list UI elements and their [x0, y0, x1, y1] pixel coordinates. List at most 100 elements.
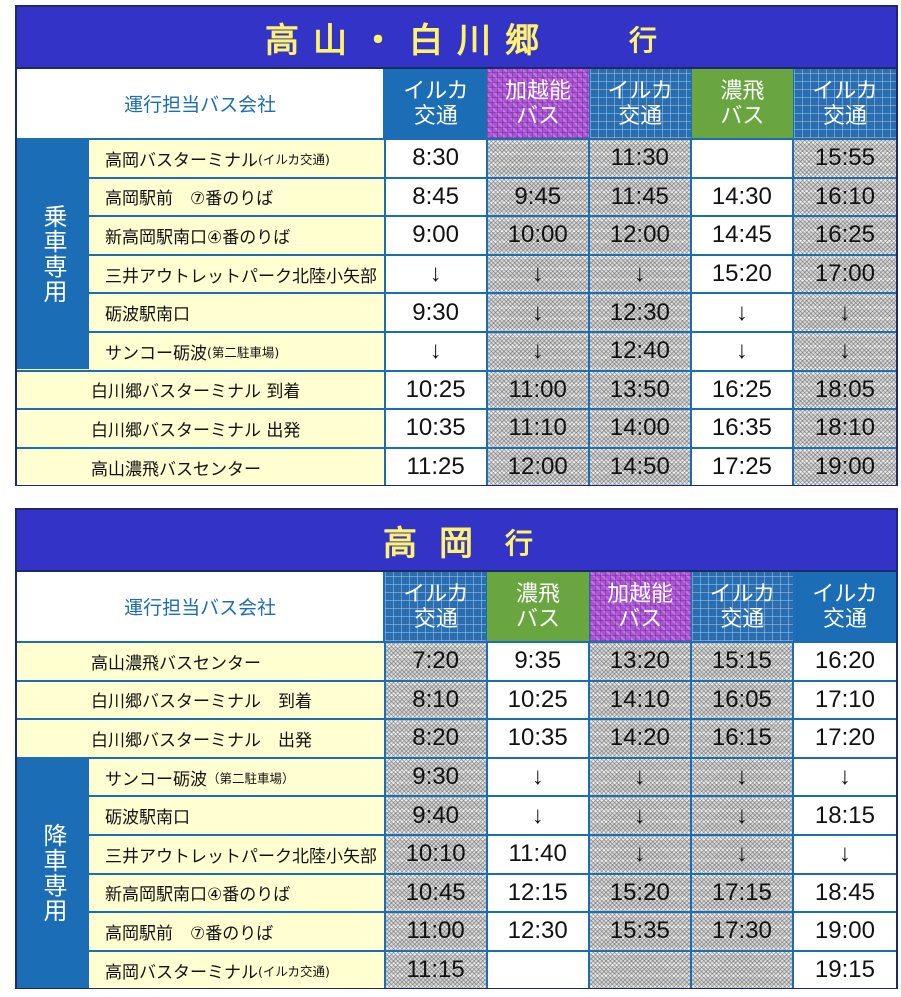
departure-time-cell: 14:50	[589, 448, 692, 486]
departure-time-cell: 13:20	[589, 643, 692, 680]
departure-time-cell: 16:10	[793, 178, 896, 216]
departure-time-cell: 9:40	[385, 797, 488, 834]
table-row: 高山濃飛バスセンター 11:25 12:00 14:50 17:25 19:00	[17, 446, 896, 486]
stop-name-text: 白川郷バスターミナル 到着	[91, 382, 301, 403]
table-row: 高岡バスターミナル (イルカ交通) 11:15 19:15	[17, 949, 896, 989]
departure-time-cell: ↓	[385, 332, 488, 370]
departure-time-cell: ↓	[691, 758, 794, 796]
departure-time-cell: 15:20	[691, 255, 794, 293]
table-row: 高山濃飛バスセンター 7:20 9:35 13:20 15:15 16:20	[17, 641, 896, 680]
departure-time-cell: 11:00	[385, 913, 488, 950]
departure-time-cell: 10:10	[385, 835, 488, 873]
title-destination: 高山・白川郷	[265, 21, 553, 61]
table-row: 砺波駅南口 9:30 ↓ 12:30 ↓ ↓	[17, 292, 896, 331]
stop-name-text: 白川郷バスターミナル 出発	[91, 730, 312, 751]
table-row: 新高岡駅南口④番のりば 10:45 12:15 15:20 17:15 18:45	[17, 872, 896, 912]
departure-time-cell: 17:10	[793, 681, 896, 719]
departure-time-cell: 16:25	[691, 371, 794, 409]
departure-time-cell	[691, 951, 794, 989]
timetable-rows: 乗車専用 高岡バスターミナル (イルカ交通) 8:30 11:30 15:55 高岡駅前 …	[17, 138, 896, 486]
stop-name: 白川郷バスターミナル 到着	[17, 681, 386, 719]
operator-header-row: 運行担当バス会社 イルカ 交通 濃飛 バス 加越能 バス イルカ 交通 イルカ …	[17, 572, 897, 641]
departure-time-cell: 11:40	[487, 835, 590, 873]
departure-time-cell: 19:00	[793, 913, 896, 950]
table-row: 高岡駅前 ⑦番のりば 8:45 9:45 11:45 14:30 16:10	[17, 176, 896, 216]
table-row: サンコー砺波 (第二駐車場) ↓ ↓ 12:40 ↓ ↓	[17, 330, 896, 370]
stop-name-text: 砺波駅南口	[105, 808, 190, 829]
departure-time-cell: 10:25	[385, 371, 488, 409]
stop-note: (イルカ交通)	[258, 963, 330, 979]
stop-name-text: 三井アウトレットパーク北陸小矢部	[105, 846, 377, 867]
stop-name-text: サンコー砺波	[105, 769, 207, 790]
departure-time-cell: ↓	[589, 255, 692, 293]
departure-time-cell: 9:35	[487, 643, 590, 680]
stop-name-text: 高岡バスターミナル	[105, 962, 258, 983]
departure-time-cell: 10:25	[487, 681, 590, 719]
departure-time-cell: ↓	[793, 294, 896, 331]
departure-time-cell: ↓	[691, 294, 794, 331]
departure-time-cell: ↓	[793, 835, 896, 873]
departure-time-cell: ↓	[589, 797, 692, 834]
departure-time-cell: 8:45	[385, 178, 488, 216]
stop-name-text: 高山濃飛バスセンター	[91, 459, 261, 480]
departure-time-cell: ↓	[487, 332, 590, 370]
departure-time-cell: ↓	[385, 255, 488, 293]
stop-name: 白川郷バスターミナル 出発	[17, 410, 386, 447]
departure-time-cell: 14:00	[589, 410, 692, 447]
departure-time-cell: 9:00	[385, 217, 488, 254]
operator-column-2: 加越能 バス	[487, 69, 590, 138]
table-row: 三井アウトレットパーク北陸小矢部 10:10 11:40 ↓ ↓ ↓	[17, 833, 896, 873]
stop-name-text: 三井アウトレットパーク北陸小矢部	[105, 266, 377, 287]
departure-time-cell: 17:00	[793, 255, 896, 293]
departure-time-cell: 15:20	[589, 874, 692, 912]
stop-name-text: 砺波駅南口	[105, 305, 190, 326]
departure-time-cell: 11:00	[487, 371, 590, 409]
departure-time-cell: ↓	[487, 758, 590, 796]
departure-time-cell: ↓	[589, 758, 692, 796]
departure-time-cell: 15:35	[589, 913, 692, 950]
departure-time-cell: ↓	[487, 255, 590, 293]
departure-time-cell: 12:00	[589, 217, 692, 254]
departure-time-cell: 11:25	[385, 448, 488, 486]
title-suffix: 行	[505, 527, 534, 560]
stop-name: 高山濃飛バスセンター	[17, 643, 386, 680]
table-title: 高山・白川郷 行	[17, 7, 896, 69]
departure-time-cell: 13:50	[589, 371, 692, 409]
table-row: 白川郷バスターミナル 出発 8:20 10:35 14:20 16:15 17:20	[17, 718, 896, 757]
departure-time-cell: 8:10	[385, 681, 488, 719]
operator-column-4: 濃飛 バス	[691, 69, 794, 138]
departure-time-cell: 11:45	[589, 178, 692, 216]
departure-time-cell: 12:00	[487, 448, 590, 486]
operator-column-1: イルカ 交通	[385, 572, 488, 641]
stop-name-text: 白川郷バスターミナル 到着	[91, 692, 312, 713]
departure-time-cell: 15:15	[691, 643, 794, 680]
stop-note: (イルカ交通)	[258, 151, 330, 167]
departure-time-cell: 16:35	[691, 410, 794, 447]
departure-time-cell: 8:20	[385, 720, 488, 757]
stop-name-text: 高岡駅前 ⑦番のりば	[105, 189, 274, 210]
departure-time-cell: 17:30	[691, 913, 794, 950]
departure-time-cell: 8:30	[385, 140, 488, 177]
stop-name-text: 高山濃飛バスセンター	[91, 653, 261, 674]
timetable-rows: 降車専用 高山濃飛バスセンター 7:20 9:35 13:20 15:15 16:20 白川…	[17, 641, 896, 989]
departure-time-cell: 14:30	[691, 178, 794, 216]
operator-column-2: 濃飛 バス	[487, 572, 590, 641]
stop-name: 高山濃飛バスセンター	[17, 448, 386, 486]
departure-time-cell: 16:20	[793, 643, 896, 680]
operator-header-label: 運行担当バス会社	[17, 69, 386, 138]
table-row: 白川郷バスターミナル 到着 10:25 11:00 13:50 16:25 18:05	[17, 369, 896, 409]
stop-name: 白川郷バスターミナル 出発	[17, 720, 386, 757]
departure-time-cell	[589, 951, 692, 989]
table-row: 白川郷バスターミナル 出発 10:35 11:10 14:00 16:35 18:10	[17, 408, 896, 447]
stop-name-text: 高岡バスターミナル	[105, 150, 258, 171]
departure-time-cell: 16:25	[793, 217, 896, 254]
departure-time-cell: 7:20	[385, 643, 488, 680]
departure-time-cell: 18:10	[793, 410, 896, 447]
table-row: 新高岡駅南口④番のりば 9:00 10:00 12:00 14:45 16:25	[17, 215, 896, 254]
departure-time-cell: 17:25	[691, 448, 794, 486]
table-row: 三井アウトレットパーク北陸小矢部 ↓ ↓ ↓ 15:20 17:00	[17, 253, 896, 293]
table-row: 高岡駅前 ⑦番のりば 11:00 12:30 15:35 17:30 19:00	[17, 911, 896, 950]
operator-column-3: イルカ 交通	[589, 69, 692, 138]
operator-column-3: 加越能 バス	[589, 572, 692, 641]
departure-time-cell: ↓	[487, 797, 590, 834]
